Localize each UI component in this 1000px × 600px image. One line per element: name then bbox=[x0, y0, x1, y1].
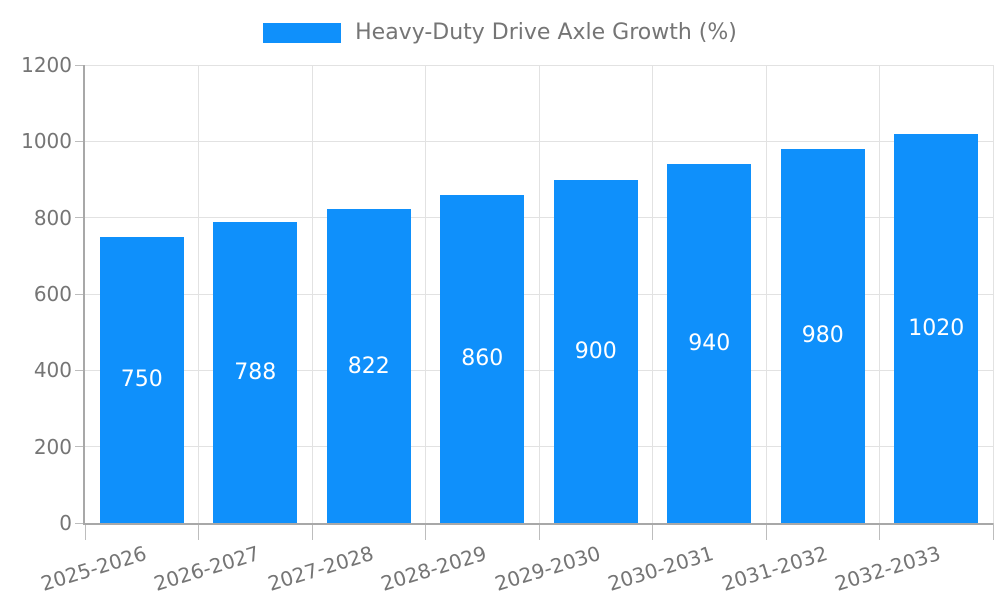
bar-value-label: 860 bbox=[461, 346, 504, 372]
gridline-v bbox=[992, 65, 994, 523]
bar: 900 bbox=[553, 179, 638, 523]
x-axis-tick bbox=[992, 523, 994, 540]
bar: 788 bbox=[213, 222, 298, 523]
y-axis-tick bbox=[75, 522, 85, 524]
y-axis-label: 400 bbox=[33, 358, 72, 383]
x-axis-line bbox=[83, 523, 993, 525]
bar-value-label: 788 bbox=[234, 360, 277, 386]
y-axis-label: 600 bbox=[33, 282, 72, 306]
bar: 822 bbox=[326, 209, 411, 523]
bar: 860 bbox=[440, 194, 525, 523]
legend-label: Heavy-Duty Drive Axle Growth (%) bbox=[355, 20, 737, 45]
y-axis-tick bbox=[75, 293, 85, 295]
gridline-v bbox=[198, 65, 199, 523]
y-axis-label: 1200 bbox=[21, 53, 72, 77]
bar: 1020 bbox=[894, 133, 979, 523]
bar-value-label: 900 bbox=[574, 338, 617, 364]
gridline-v bbox=[765, 65, 767, 523]
bar-value-label: 750 bbox=[120, 367, 163, 393]
x-axis-tick bbox=[879, 523, 880, 540]
y-axis-tick bbox=[75, 446, 85, 448]
bar-value-label: 980 bbox=[801, 323, 844, 349]
x-axis-tick bbox=[311, 523, 313, 540]
gridline-v bbox=[311, 65, 313, 523]
bar: 980 bbox=[780, 148, 865, 523]
x-axis-tick bbox=[765, 523, 767, 540]
y-axis-tick bbox=[75, 64, 85, 66]
bar-value-label: 940 bbox=[688, 331, 731, 357]
y-axis-label: 1000 bbox=[21, 129, 72, 154]
bar-value-label: 822 bbox=[347, 353, 390, 379]
x-axis-tick bbox=[425, 523, 426, 540]
gridline-v bbox=[652, 65, 653, 523]
y-axis-tick bbox=[75, 140, 85, 142]
bar: 940 bbox=[667, 164, 752, 523]
x-axis-tick bbox=[198, 523, 199, 540]
y-axis-line bbox=[83, 65, 85, 525]
bar-value-label: 1020 bbox=[908, 315, 965, 341]
y-axis-tick bbox=[75, 217, 85, 219]
y-axis-tick bbox=[75, 369, 85, 371]
legend-item[interactable]: Heavy-Duty Drive Axle Growth (%) bbox=[0, 21, 1000, 45]
gridline-v bbox=[425, 65, 426, 523]
legend-swatch bbox=[263, 23, 342, 43]
y-axis-label: 200 bbox=[33, 434, 72, 459]
x-axis-tick bbox=[652, 523, 653, 540]
gridline-v bbox=[538, 65, 540, 523]
y-axis-label: 0 bbox=[59, 511, 72, 535]
x-axis-tick bbox=[538, 523, 540, 540]
x-axis-tick bbox=[84, 523, 86, 540]
bar: 750 bbox=[99, 236, 184, 523]
gridline-v bbox=[879, 65, 880, 523]
y-axis-label: 800 bbox=[33, 205, 72, 230]
